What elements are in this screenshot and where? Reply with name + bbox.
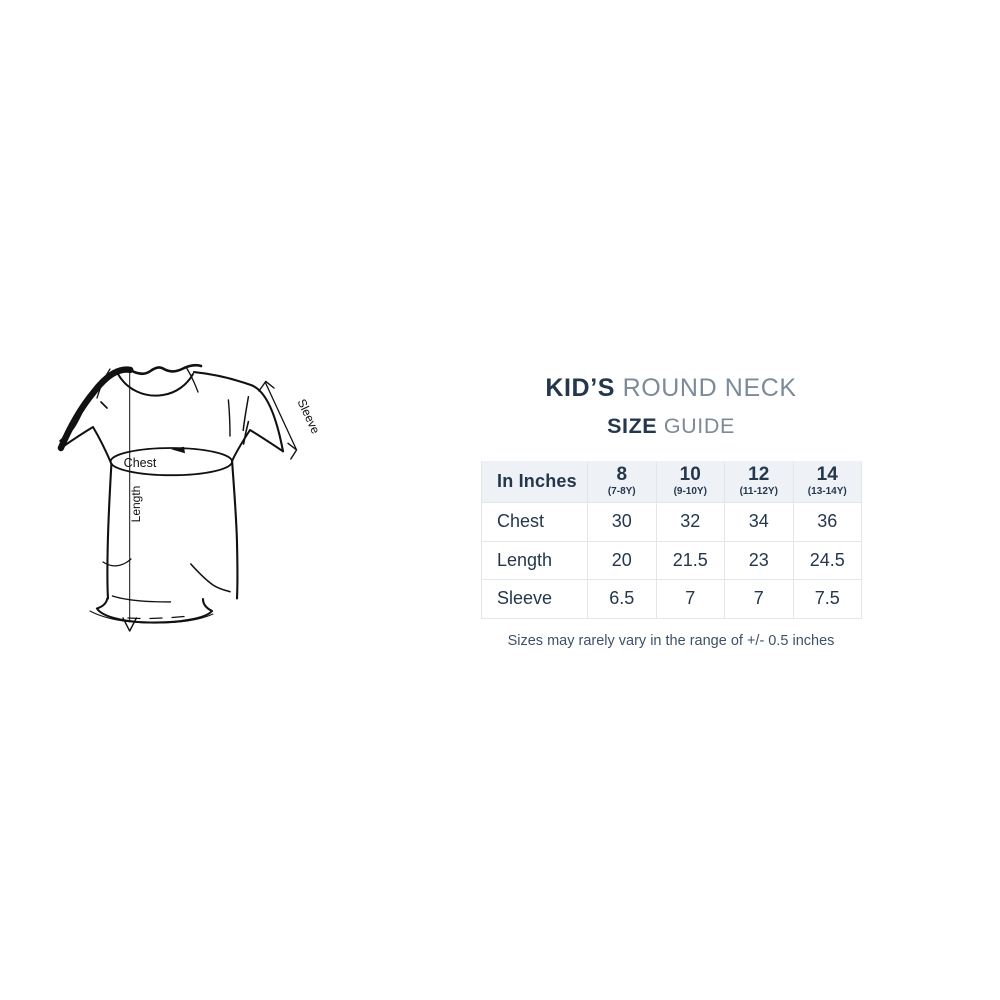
svg-text:Chest: Chest: [124, 456, 157, 470]
svg-text:Sleeve: Sleeve: [295, 397, 323, 436]
svg-text:Length: Length: [129, 486, 143, 523]
